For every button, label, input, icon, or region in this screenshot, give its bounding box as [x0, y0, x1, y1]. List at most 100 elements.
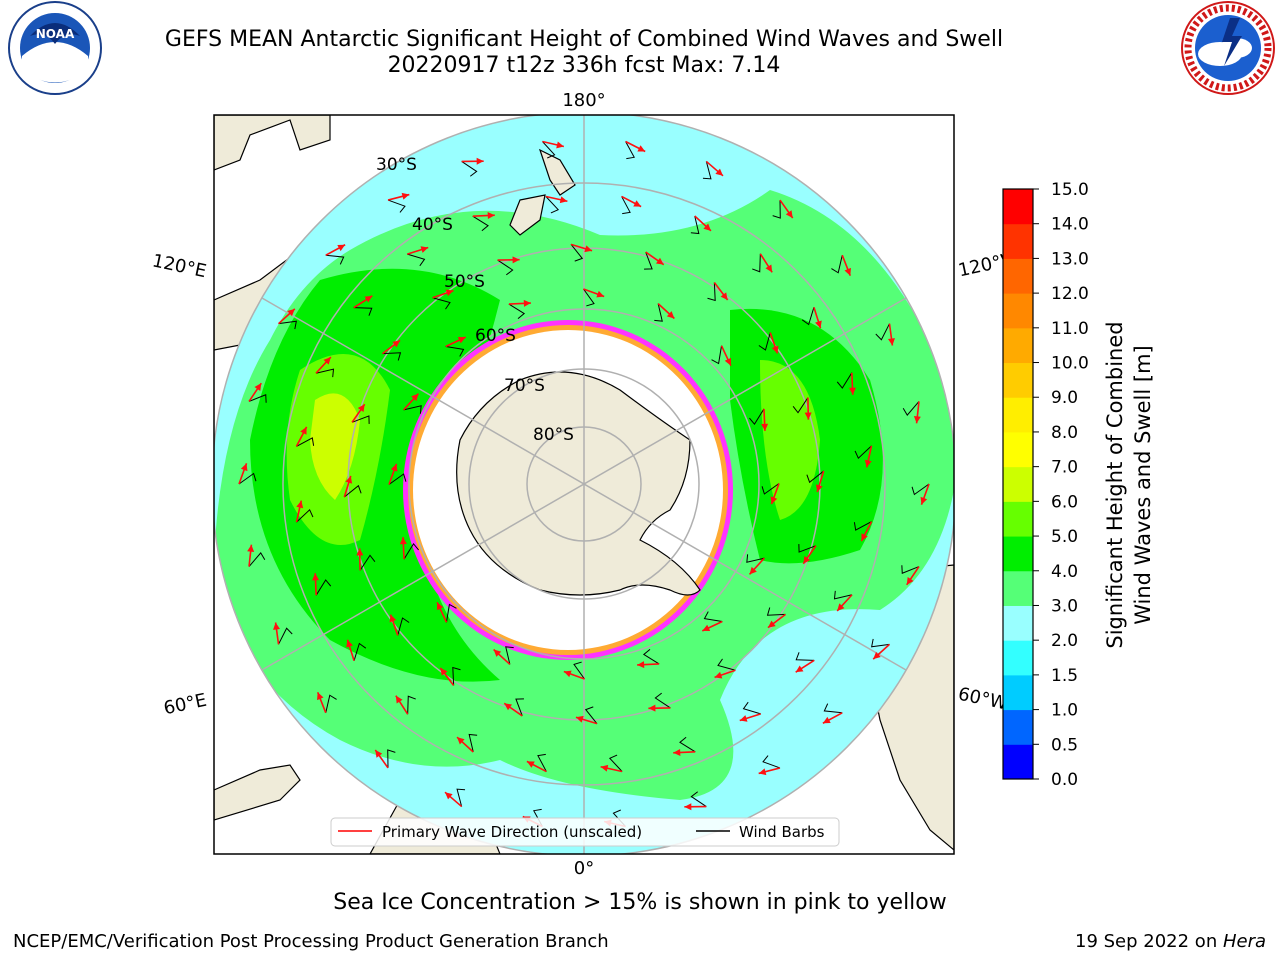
- wave-direction-arrowhead: [254, 383, 262, 391]
- wave-direction-arrowhead: [771, 345, 779, 354]
- wind-barb: [353, 307, 373, 316]
- lat-label-70s: 70°S: [504, 376, 545, 396]
- wave-direction-arrowhead: [714, 671, 723, 679]
- wind-barb: [238, 472, 257, 485]
- wave-direction-arrowhead: [864, 459, 872, 468]
- wind-barb: [468, 733, 478, 753]
- colorbar-tick-label: 6.0: [1051, 492, 1078, 512]
- lat-label-80s: 80°S: [533, 425, 574, 445]
- lon-label-60w: 60°W: [956, 684, 1009, 715]
- land-new-zealand: [509, 148, 576, 236]
- wind-barb: [853, 521, 872, 531]
- wind-barb: [461, 161, 478, 177]
- chart-title: GEFS MEAN Antarctic Significant Height o…: [164, 27, 1004, 52]
- wind-barb: [248, 552, 266, 567]
- wave-direction-arrowhead: [673, 748, 681, 756]
- lat-label-40s: 40°S: [412, 215, 453, 235]
- wind-barb: [584, 706, 598, 724]
- colorbar-tick-label: 2.0: [1051, 631, 1078, 651]
- footer-credit: NCEP/EMC/Verification Post Processing Pr…: [13, 931, 609, 952]
- colorbar-segment: [1003, 362, 1033, 398]
- wind-barb: [537, 753, 547, 772]
- wave-direction-arrowhead: [457, 737, 465, 745]
- colorbar-tick-label: 12.0: [1051, 284, 1089, 304]
- wind-barb: [382, 352, 402, 361]
- wave-direction-arrowhead: [804, 412, 812, 420]
- wave-direction-arrowhead: [392, 340, 401, 348]
- colorbar-segment: [1003, 327, 1033, 364]
- wave-direction-arrowhead: [761, 423, 769, 431]
- colorbar-segment: [1003, 397, 1033, 433]
- wave-direction-arrowhead: [323, 357, 331, 365]
- wind-barb: [452, 666, 461, 686]
- wind-barb: [749, 408, 765, 426]
- wave-direction-arrowhead: [440, 667, 448, 676]
- wave-direction-arrowhead: [296, 500, 304, 509]
- wind-barb: [625, 141, 635, 160]
- wind-barb: [296, 437, 315, 447]
- wave-direction-arrowhead: [600, 764, 609, 772]
- wave-direction-arrowhead: [715, 168, 723, 176]
- legend-wind-barbs: Wind Barbs: [739, 823, 825, 841]
- wave-direction-arrowhead: [445, 792, 453, 800]
- footer-date-text: 19 Sep 2022 on: [1075, 931, 1223, 952]
- wave-direction-arrowhead: [512, 256, 520, 264]
- wind-barb: [752, 253, 761, 273]
- wind-barb: [407, 253, 426, 267]
- map-frame: [213, 114, 955, 855]
- wind-barb: [508, 303, 526, 319]
- wave-direction-arrowhead: [767, 620, 776, 628]
- lon-label-0: 0°: [574, 858, 594, 879]
- wind-barb: [801, 307, 815, 326]
- wind-barb: [545, 196, 560, 214]
- wind-barb: [746, 554, 765, 563]
- colorbar-segment: [1003, 570, 1033, 606]
- wave-direction-arrowhead: [346, 639, 353, 648]
- wind-barb: [542, 141, 556, 159]
- wave-direction-arrowhead: [526, 761, 535, 768]
- wind-barb: [762, 755, 781, 769]
- wind-barb: [703, 611, 723, 623]
- wave-arrows: [238, 140, 930, 828]
- wind-barb: [901, 565, 920, 574]
- wave-direction-arrowhead: [815, 484, 823, 493]
- wind-barb: [403, 405, 422, 414]
- wave-direction-arrowhead: [345, 475, 353, 484]
- map-area: [214, 115, 954, 854]
- noaa-logo: NOAA: [8, 1, 102, 95]
- wave-direction-arrowhead: [436, 602, 444, 611]
- wind-barb: [902, 401, 920, 416]
- colorbar-tick-label: 5.0: [1051, 527, 1078, 547]
- colorbar-tick-label: 3.0: [1051, 596, 1078, 616]
- wind-barb: [497, 259, 514, 276]
- wave-direction-arrowhead: [906, 577, 914, 585]
- wind-barb: [717, 658, 736, 671]
- colorbar-label-line1: Significant Height of Combined: [1103, 321, 1127, 648]
- wind-barb: [831, 255, 843, 274]
- wind-barb: [806, 470, 824, 484]
- wind-barb: [761, 483, 780, 495]
- wind-barb: [353, 642, 367, 661]
- colorbar-border: [1002, 188, 1034, 780]
- wind-barb: [823, 703, 843, 714]
- wave-direction-arrowhead: [487, 212, 495, 220]
- wave-direction-arrowhead: [596, 290, 605, 298]
- wind-barb: [642, 649, 660, 665]
- wave-direction-arrowhead: [523, 299, 531, 307]
- wave-direction-arrowhead: [703, 223, 711, 231]
- wave-direction-arrowhead: [702, 624, 711, 632]
- wind-barb: [742, 701, 761, 715]
- wind-barb: [397, 617, 410, 636]
- wind-barb: [472, 215, 489, 232]
- wind-barb: [570, 244, 584, 262]
- wind-barb: [515, 698, 524, 717]
- wind-barb: [758, 332, 771, 351]
- wave-direction-arrowhead: [273, 622, 280, 630]
- wave-direction-arrowhead: [399, 537, 407, 545]
- sea-ice-caption: Sea Ice Concentration > 15% is shown in …: [333, 890, 947, 915]
- wind-barb: [833, 590, 853, 600]
- wave-direction-arrowhead: [637, 145, 646, 152]
- wave-direction-arrowhead: [739, 715, 748, 722]
- wind-barb: [445, 603, 457, 623]
- colorbar-tick-label: 9.0: [1051, 388, 1078, 408]
